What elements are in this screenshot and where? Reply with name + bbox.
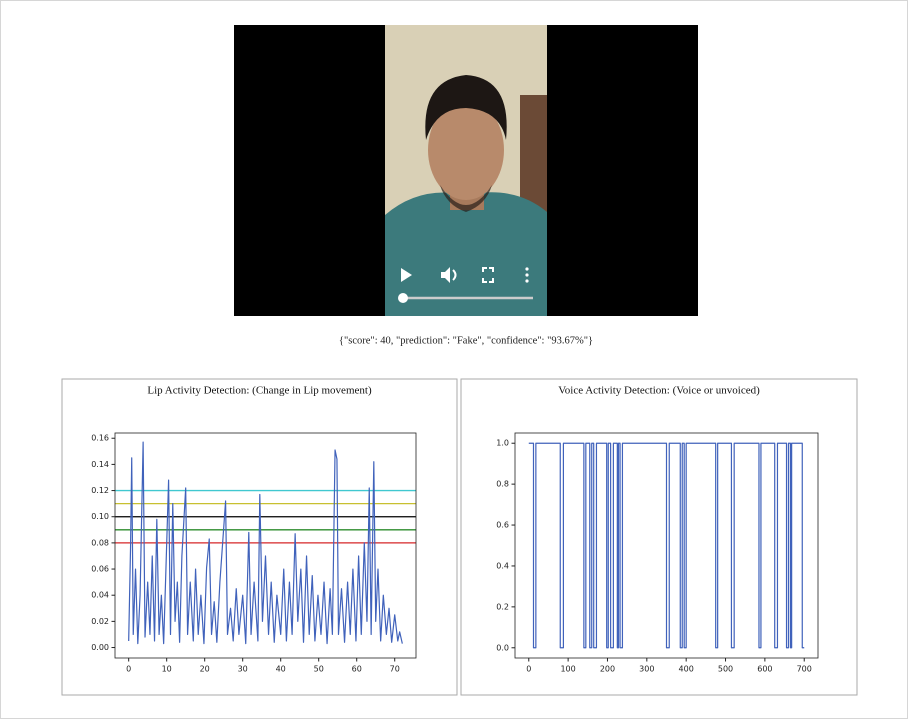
x-tick-label: 600 <box>757 665 772 674</box>
x-tick-label: 500 <box>718 665 733 674</box>
chart-panel <box>461 379 857 695</box>
x-tick-label: 10 <box>162 665 172 674</box>
progress-handle[interactable] <box>398 293 408 303</box>
y-tick-label: 0.02 <box>91 617 109 626</box>
y-tick-label: 0.6 <box>496 521 509 530</box>
y-tick-label: 0.4 <box>496 561 509 570</box>
y-tick-label: 0.8 <box>496 480 509 489</box>
x-tick-label: 700 <box>797 665 812 674</box>
screen: {"score": 40, "prediction": "Fake", "con… <box>0 0 908 719</box>
y-tick-label: 0.06 <box>91 565 109 574</box>
y-tick-label: 0.2 <box>496 602 509 611</box>
y-tick-label: 0.00 <box>91 643 109 652</box>
y-tick-label: 0.04 <box>91 591 109 600</box>
x-tick-label: 400 <box>679 665 694 674</box>
chair <box>520 95 547 215</box>
x-tick-label: 60 <box>352 665 362 674</box>
result-text: {"score": 40, "prediction": "Fake", "con… <box>339 335 593 346</box>
x-tick-label: 20 <box>200 665 210 674</box>
y-tick-label: 0.14 <box>91 460 109 469</box>
y-tick-label: 0.08 <box>91 538 109 547</box>
x-tick-label: 200 <box>600 665 615 674</box>
x-tick-label: 100 <box>560 665 575 674</box>
y-tick-label: 0.12 <box>91 486 109 495</box>
y-tick-label: 1.0 <box>496 439 509 448</box>
chart-title: Lip Activity Detection: (Change in Lip m… <box>147 385 372 397</box>
x-tick-label: 300 <box>639 665 654 674</box>
chart-title: Voice Activity Detection: (Voice or unvo… <box>558 385 760 397</box>
x-tick-label: 30 <box>238 665 248 674</box>
x-tick-label: 0 <box>126 665 131 674</box>
y-tick-label: 0.0 <box>496 643 509 652</box>
video-player[interactable] <box>234 25 698 316</box>
dot <box>525 279 528 282</box>
y-tick-label: 0.16 <box>91 434 109 443</box>
x-tick-label: 0 <box>526 665 531 674</box>
more-button[interactable] <box>525 267 528 282</box>
page: {"score": 40, "prediction": "Fake", "con… <box>0 0 908 719</box>
dot <box>525 267 528 270</box>
dot <box>525 273 528 276</box>
x-tick-label: 50 <box>314 665 324 674</box>
x-tick-label: 70 <box>390 665 400 674</box>
x-tick-label: 40 <box>276 665 286 674</box>
y-tick-label: 0.10 <box>91 512 109 521</box>
